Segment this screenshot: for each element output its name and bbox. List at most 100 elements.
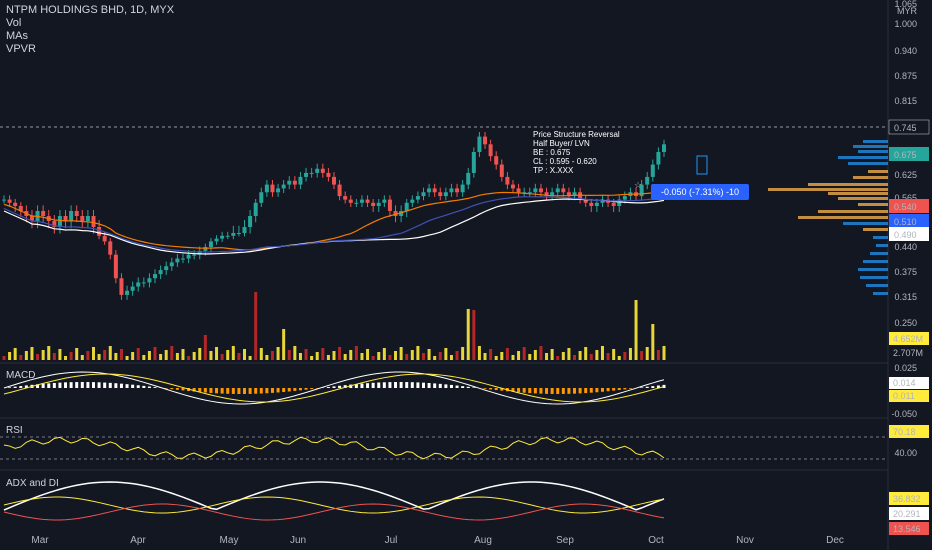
vpvr-bar	[848, 162, 888, 165]
macd-bar	[522, 388, 526, 393]
macd-axis-label: -0.050	[891, 409, 917, 419]
macd-bar	[192, 388, 196, 392]
macd-bar	[41, 383, 45, 388]
macd-bar	[36, 384, 40, 388]
annotation-line: BE : 0.675	[533, 148, 571, 157]
candle-body	[253, 202, 258, 216]
macd-bar	[198, 388, 202, 393]
macd-bar	[131, 384, 135, 388]
volume-bar	[640, 351, 644, 360]
candle-body	[544, 192, 549, 197]
vpvr-bar	[873, 292, 888, 295]
candle-body	[477, 136, 482, 152]
macd-bar	[343, 385, 347, 388]
macd-bar	[24, 385, 28, 388]
x-axis-month: Apr	[130, 535, 146, 546]
volume-bar	[550, 349, 554, 360]
macd-bar	[573, 388, 577, 394]
volume-bar	[589, 354, 593, 360]
adx-label-box	[889, 492, 929, 505]
macd-bar	[142, 385, 146, 388]
candle-body	[455, 188, 460, 193]
candle-body	[91, 216, 96, 227]
candle-body	[113, 254, 118, 279]
macd-bar	[338, 385, 342, 388]
macd-bar	[399, 382, 403, 388]
macd-bar	[203, 388, 207, 393]
position-pnl-label[interactable]: -0.050 (-7.31%) -10	[651, 184, 749, 200]
candle-body	[231, 233, 236, 236]
candle-body	[259, 192, 264, 203]
volume-bar	[466, 309, 470, 360]
candle-body	[192, 254, 197, 256]
macd-bar	[651, 386, 655, 388]
candle-body	[242, 227, 247, 233]
rsi-title[interactable]: RSI	[6, 425, 23, 436]
volume-label-box	[889, 332, 929, 345]
candle-body	[427, 188, 432, 193]
macd-bar	[153, 387, 157, 388]
candle-body	[7, 199, 12, 203]
macd-bar	[421, 382, 425, 388]
candle-body	[589, 202, 594, 206]
macd-bar	[298, 388, 302, 391]
macd-bar	[444, 384, 448, 388]
candle-body	[510, 184, 515, 189]
volume-bar	[545, 353, 549, 360]
macd-bar	[489, 388, 493, 390]
volume-bar	[187, 356, 191, 360]
x-axis-month: Jul	[385, 535, 398, 546]
volume-bar	[215, 347, 219, 360]
volume-label: 4.652M	[893, 334, 923, 344]
x-axis-month: Dec	[826, 535, 844, 546]
candle-body	[393, 211, 398, 216]
volume-bar	[97, 354, 101, 360]
indicator-mas[interactable]: MAs	[6, 30, 28, 42]
candle-body	[315, 168, 320, 173]
vpvr-bar	[863, 140, 888, 143]
x-axis-month: Jun	[290, 535, 306, 546]
volume-bar	[623, 352, 627, 360]
rsi-axis-label: 40.00	[894, 448, 917, 458]
macd-bar	[382, 382, 386, 388]
volume-bar	[321, 348, 325, 360]
candle-body	[527, 192, 532, 194]
vpvr-bar	[828, 192, 888, 195]
y-tick-label: 0.315	[894, 292, 917, 302]
volume-bar	[310, 356, 314, 360]
candle-body	[158, 270, 163, 275]
volume-bar	[662, 346, 666, 360]
macd-title[interactable]: MACD	[6, 370, 36, 381]
macd-bar	[125, 384, 129, 388]
y-tick-label: 0.875	[894, 71, 917, 81]
volume-bar	[533, 350, 537, 360]
macd-label-box	[889, 390, 929, 402]
volume-bar	[86, 351, 90, 360]
volume-bar	[617, 356, 621, 360]
volume-bar	[276, 347, 280, 360]
macd-bar	[243, 388, 247, 394]
candle-body	[617, 199, 622, 206]
trade-annotation[interactable]: Price Structure Reversal Half Buyer/ LVN…	[533, 130, 620, 175]
volume-bar	[164, 350, 168, 360]
volume-bar	[41, 350, 45, 360]
candle-body	[578, 192, 583, 200]
macd-bar	[360, 383, 364, 388]
macd-bar	[215, 388, 219, 394]
volume-bar	[539, 346, 543, 360]
vpvr-bar	[858, 150, 888, 153]
macd-bar	[75, 382, 79, 388]
volume-bar	[489, 349, 493, 360]
price-label-box	[889, 199, 929, 213]
indicator-vol[interactable]: Vol	[6, 17, 22, 29]
x-axis-month: Oct	[648, 535, 664, 546]
macd-bar	[119, 383, 123, 388]
volume-bar	[410, 350, 414, 360]
macd-bar	[617, 388, 621, 391]
vpvr-bar	[838, 156, 888, 159]
vpvr-bar	[870, 252, 888, 255]
adx-title[interactable]: ADX and DI	[6, 478, 59, 489]
macd-bar	[276, 388, 280, 393]
indicator-vpvr[interactable]: VPVR	[6, 43, 36, 55]
